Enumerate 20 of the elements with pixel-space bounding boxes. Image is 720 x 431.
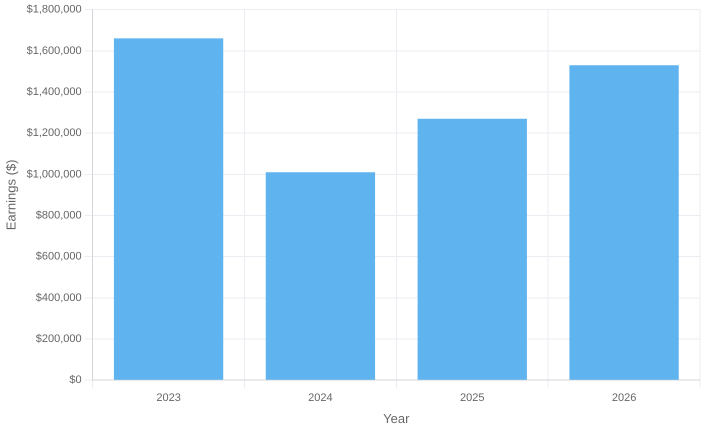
x-tick-label: 2024 bbox=[308, 392, 333, 404]
bar bbox=[569, 65, 679, 380]
bar bbox=[266, 172, 376, 380]
y-tick-label: $1,400,000 bbox=[26, 86, 82, 98]
y-tick-label: $1,800,000 bbox=[26, 4, 82, 16]
y-axis-title: Earnings ($) bbox=[3, 159, 18, 230]
y-tick-label: $1,000,000 bbox=[26, 168, 82, 180]
y-tick-label: $1,200,000 bbox=[26, 127, 82, 140]
y-tick-label: $600,000 bbox=[36, 250, 82, 263]
y-tick-label: $800,000 bbox=[36, 210, 82, 222]
x-tick-label: 2023 bbox=[156, 392, 181, 404]
y-tick-label: $200,000 bbox=[36, 333, 82, 346]
y-tick-label: $400,000 bbox=[36, 292, 82, 304]
bar bbox=[114, 38, 224, 380]
y-tick-label: $1,600,000 bbox=[26, 44, 82, 57]
y-tick-label: $0 bbox=[69, 374, 82, 386]
x-axis-title: Year bbox=[383, 410, 410, 426]
bar bbox=[418, 118, 527, 380]
x-tick-label: 2026 bbox=[612, 392, 636, 404]
x-tick-label: 2025 bbox=[460, 392, 484, 404]
